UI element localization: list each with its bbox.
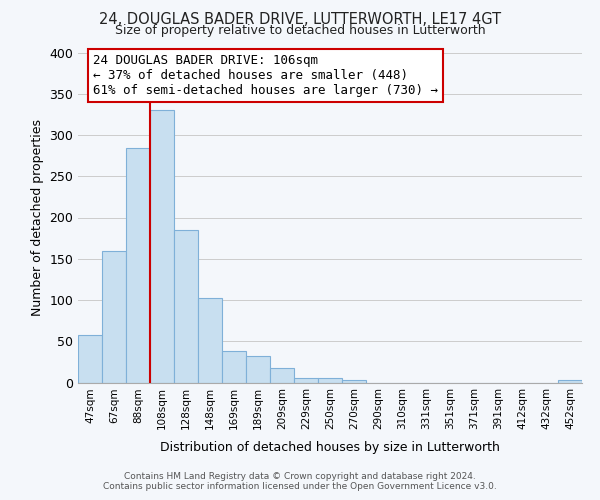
Bar: [294, 378, 318, 382]
Text: Contains HM Land Registry data © Crown copyright and database right 2024.
Contai: Contains HM Land Registry data © Crown c…: [103, 472, 497, 491]
Bar: [150, 110, 174, 382]
Bar: [222, 351, 246, 382]
Bar: [342, 380, 366, 382]
Bar: [102, 250, 126, 382]
X-axis label: Distribution of detached houses by size in Lutterworth: Distribution of detached houses by size …: [160, 440, 500, 454]
Text: Size of property relative to detached houses in Lutterworth: Size of property relative to detached ho…: [115, 24, 485, 37]
Bar: [558, 380, 582, 382]
Bar: [270, 368, 294, 382]
Bar: [174, 230, 198, 382]
Bar: [246, 356, 270, 382]
Text: 24, DOUGLAS BADER DRIVE, LUTTERWORTH, LE17 4GT: 24, DOUGLAS BADER DRIVE, LUTTERWORTH, LE…: [99, 12, 501, 28]
Bar: [78, 336, 102, 382]
Bar: [126, 148, 150, 382]
Bar: [318, 378, 342, 382]
Bar: [198, 298, 222, 382]
Text: 24 DOUGLAS BADER DRIVE: 106sqm
← 37% of detached houses are smaller (448)
61% of: 24 DOUGLAS BADER DRIVE: 106sqm ← 37% of …: [93, 54, 438, 97]
Y-axis label: Number of detached properties: Number of detached properties: [31, 119, 44, 316]
